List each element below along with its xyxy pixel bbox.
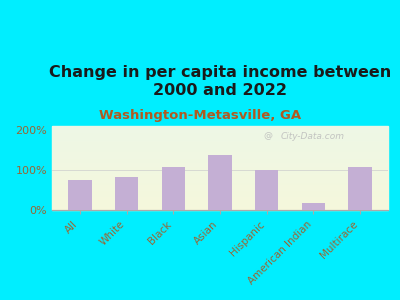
Text: @: @ (264, 132, 273, 141)
Bar (52, 146, 388, 147)
Bar (52, 144, 388, 145)
Bar (52, 174, 388, 175)
Bar (52, 130, 388, 131)
Bar (52, 138, 388, 139)
Bar (52, 147, 388, 148)
Bar (52, 202, 388, 203)
Bar (52, 206, 388, 207)
Bar (52, 209, 388, 210)
Bar (52, 208, 388, 209)
Bar (52, 150, 388, 151)
Bar (52, 139, 388, 140)
Bar (52, 142, 388, 143)
Bar (52, 156, 388, 157)
Bar (52, 126, 388, 127)
Bar (52, 176, 388, 177)
Bar (52, 168, 388, 169)
Bar (52, 205, 388, 206)
Bar (52, 194, 388, 195)
Bar (52, 183, 388, 184)
Bar (52, 132, 388, 133)
Bar (52, 188, 388, 189)
Bar (52, 201, 388, 202)
Bar (52, 163, 388, 164)
Bar (52, 190, 388, 191)
Title: Change in per capita income between
2000 and 2022: Change in per capita income between 2000… (49, 65, 391, 98)
Bar (52, 170, 388, 171)
Bar (162, 167, 185, 210)
Bar (52, 159, 388, 160)
Bar (52, 186, 388, 187)
Bar (52, 167, 388, 168)
Bar (52, 131, 388, 132)
Bar (52, 175, 388, 176)
Bar (52, 141, 388, 142)
Bar (52, 185, 388, 186)
Bar (52, 157, 388, 158)
Bar (52, 161, 388, 162)
Bar (52, 204, 388, 205)
Bar (52, 160, 388, 161)
Bar (52, 151, 388, 152)
Bar (52, 179, 388, 180)
Bar (52, 181, 388, 182)
Bar (52, 184, 388, 185)
Bar (52, 192, 388, 193)
Bar (52, 180, 388, 181)
Bar (52, 155, 388, 156)
Bar (52, 171, 388, 172)
Bar (255, 170, 278, 210)
Bar (52, 202, 388, 203)
Bar (52, 135, 388, 136)
Bar (68, 180, 92, 210)
Bar (52, 203, 388, 204)
Bar (52, 197, 388, 198)
Bar (52, 162, 388, 163)
Bar (52, 128, 388, 129)
Bar (52, 143, 388, 144)
Bar (52, 160, 388, 161)
Bar (52, 169, 388, 170)
Bar (52, 148, 388, 149)
Bar (52, 193, 388, 194)
Bar (348, 167, 372, 210)
Bar (52, 182, 388, 183)
Bar (52, 177, 388, 178)
Bar (52, 164, 388, 165)
Bar (52, 133, 388, 134)
Bar (52, 153, 388, 154)
Bar (52, 195, 388, 196)
Text: Washington-Metasville, GA: Washington-Metasville, GA (99, 109, 301, 122)
Bar (52, 207, 388, 208)
Bar (52, 187, 388, 188)
Bar (52, 158, 388, 159)
Bar (302, 203, 325, 210)
Bar (52, 166, 388, 167)
Bar (52, 149, 388, 150)
Bar (52, 145, 388, 146)
Bar (52, 178, 388, 179)
Bar (52, 173, 388, 174)
Bar (52, 136, 388, 137)
Bar (52, 152, 388, 153)
Bar (52, 191, 388, 192)
Bar (52, 196, 388, 197)
Bar (52, 129, 388, 130)
Bar (52, 154, 388, 155)
Bar (208, 155, 232, 210)
Bar (52, 200, 388, 201)
Bar (52, 198, 388, 199)
Bar (52, 165, 388, 166)
Text: City-Data.com: City-Data.com (280, 132, 344, 141)
Bar (52, 127, 388, 128)
Bar (115, 177, 138, 210)
Bar (52, 199, 388, 200)
Bar (52, 137, 388, 138)
Bar (52, 172, 388, 173)
Bar (52, 134, 388, 135)
Bar (52, 140, 388, 141)
Bar (52, 189, 388, 190)
